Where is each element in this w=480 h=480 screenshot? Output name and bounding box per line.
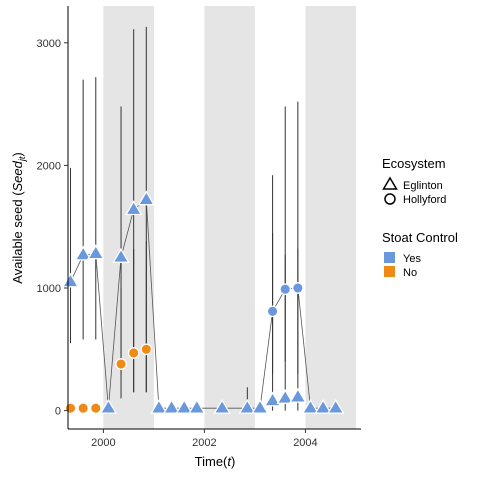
legend-control-title: Stoat Control <box>382 230 458 245</box>
point-eglinton-yes-14 <box>263 391 282 407</box>
shaded-periods <box>103 6 356 429</box>
legend-circle-icon <box>384 193 396 205</box>
point-eglinton-yes-18 <box>314 398 332 414</box>
legend-triangle-icon <box>382 176 398 190</box>
x-axis-title: Time(t) <box>195 454 236 469</box>
point-eglinton-yes-7 <box>150 398 168 414</box>
point-eglinton-yes-3 <box>99 398 118 414</box>
y-tick-label-0: 0 <box>55 406 61 418</box>
point-eglinton-yes-17 <box>301 398 320 414</box>
data-points <box>61 190 345 415</box>
point-hollyford-no-1 <box>77 402 90 415</box>
legend-ecosystem-item-eglinton: Eglinton <box>403 180 443 192</box>
shaded-period-1 <box>204 6 255 429</box>
y-axis-title-italic: Seed <box>10 160 25 191</box>
x-axis-title-italic: t <box>227 454 232 469</box>
point-hollyford-no-5 <box>140 343 153 356</box>
x-tick-label-1: 2002 <box>192 437 216 449</box>
y-axis-title: Available seed (Seedjt) <box>10 152 27 283</box>
legend-control-item-yes: Yes <box>403 253 421 265</box>
legend: Ecosystem Eglinton Hollyford Stoat Contr… <box>382 156 458 279</box>
x-tick-label-0: 2000 <box>91 437 115 449</box>
point-eglinton-yes-4 <box>112 248 130 263</box>
axes: 0 1000 2000 3000 2000 2002 2004 <box>37 6 361 449</box>
point-hollyford-yes-0 <box>266 305 279 318</box>
shaded-period-0 <box>103 6 154 429</box>
point-eglinton-yes-1 <box>74 245 92 261</box>
y-tick-label-2: 2000 <box>37 160 61 172</box>
error-bars <box>70 26 337 411</box>
point-eglinton-yes-11 <box>213 398 231 414</box>
point-hollyford-no-0 <box>64 402 77 415</box>
point-eglinton-yes-12 <box>238 398 257 414</box>
x-tick-label-2: 2004 <box>293 437 317 449</box>
point-eglinton-yes-10 <box>188 398 206 414</box>
y-tick-label-1: 1000 <box>37 283 61 295</box>
point-eglinton-yes-15 <box>276 389 294 404</box>
point-eglinton-yes-5 <box>124 200 143 216</box>
point-hollyford-yes-2 <box>292 282 304 294</box>
legend-swatch-no <box>384 266 395 277</box>
y-axis-title-main: Available seed ( <box>10 191 25 284</box>
legend-ecosystem-title: Ecosystem <box>382 156 446 171</box>
point-hollyford-no-2 <box>89 402 102 415</box>
x-axis-title-close: ) <box>231 454 235 469</box>
point-eglinton-yes-6 <box>137 190 156 206</box>
point-eglinton-yes-9 <box>175 398 193 414</box>
legend-control-item-no: No <box>403 267 417 279</box>
shaded-period-2 <box>305 6 356 429</box>
point-eglinton-yes-19 <box>326 398 345 414</box>
point-eglinton-yes-13 <box>251 398 269 414</box>
point-eglinton-yes-8 <box>162 398 181 414</box>
legend-ecosystem-item-hollyford: Hollyford <box>403 194 446 206</box>
point-hollyford-yes-1 <box>279 283 292 296</box>
y-tick-label-3: 3000 <box>37 38 61 50</box>
x-axis-title-main: Time( <box>195 454 228 469</box>
point-hollyford-no-4 <box>127 347 140 359</box>
legend-swatch-yes <box>384 252 395 263</box>
point-eglinton-yes-16 <box>289 387 307 403</box>
point-eglinton-yes-2 <box>87 244 105 260</box>
point-eglinton-yes-0 <box>61 272 80 288</box>
y-axis-title-close: ) <box>10 152 25 156</box>
point-hollyford-no-3 <box>115 358 127 370</box>
y-axis-title-sub: jt <box>17 156 27 162</box>
